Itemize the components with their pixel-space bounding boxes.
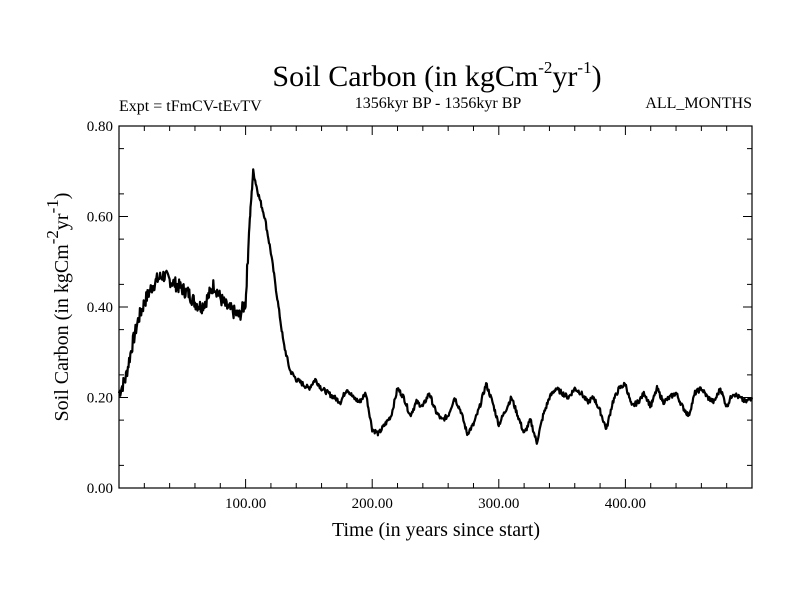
y-tick-label: 0.80: [87, 119, 113, 135]
y-tick-label: 0.60: [87, 210, 113, 226]
x-tick-label: 200.00: [352, 496, 393, 512]
x-tick-label: 300.00: [478, 496, 519, 512]
x-tick-label: 400.00: [605, 496, 646, 512]
experiment-label: Expt = tFmCV-tEvTV: [119, 98, 262, 115]
plot-frame: [118, 125, 753, 489]
y-tick-label: 0.40: [87, 300, 113, 316]
y-axis-label: Soil Carbon (in kgCm-2yr-1): [43, 193, 73, 422]
y-tick-label: 0.00: [87, 481, 113, 497]
x-tick-label: 100.00: [225, 496, 266, 512]
time-range-label: 1356kyr BP - 1356kyr BP: [355, 95, 522, 112]
months-label: ALL_MONTHS: [645, 95, 752, 112]
soil-carbon-series-line: [117, 168, 754, 445]
x-axis-label: Time (in years since start): [332, 519, 540, 541]
y-tick-label: 0.20: [87, 391, 113, 407]
chart-title: Soil Carbon (in kgCm-2yr-1): [272, 58, 601, 93]
